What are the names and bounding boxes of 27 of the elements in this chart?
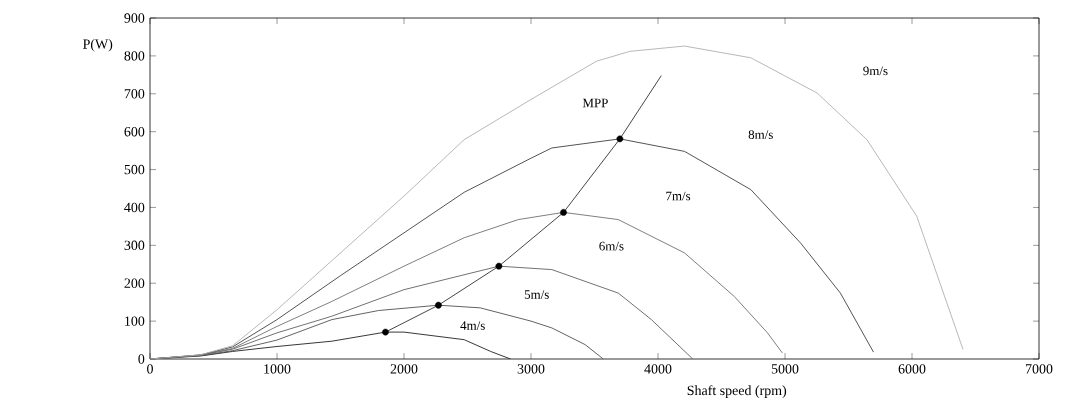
y-axis-title: P(W) <box>83 38 113 52</box>
annotation: MPP <box>582 98 608 108</box>
x-tick-label: 6000 <box>898 364 926 374</box>
annotation: 6m/s <box>599 241 624 251</box>
x-tick-label: 7000 <box>1025 364 1053 374</box>
y-tick-label: 900 <box>124 13 145 23</box>
annotation: 9m/s <box>863 66 888 76</box>
x-tick-label: 1000 <box>264 364 291 374</box>
x-tick-label: 4000 <box>644 364 672 374</box>
y-tick-label: 200 <box>124 278 145 288</box>
y-tick-label: 0 <box>138 354 145 364</box>
annotation: 7m/s <box>666 191 691 201</box>
y-tick-label: 500 <box>124 164 145 175</box>
y-tick-label: 700 <box>124 89 145 99</box>
y-tick-label: 600 <box>124 126 145 137</box>
y-tick-label: 400 <box>124 202 145 213</box>
x-tick-label: 0 <box>147 364 153 374</box>
x-tick-label: 5000 <box>771 364 799 374</box>
annotation: 4m/s <box>460 321 485 330</box>
x-axis-title: Shaft speed (rpm) <box>687 385 787 398</box>
annotation: 8m/s <box>748 130 773 139</box>
y-tick-label: 100 <box>125 316 145 326</box>
x-tick-label: 3000 <box>517 364 545 374</box>
annotation: 5m/s <box>524 290 549 299</box>
y-tick-label: 800 <box>124 51 145 61</box>
x-tick-label: 2000 <box>390 364 418 374</box>
y-tick-label: 300 <box>124 240 145 251</box>
